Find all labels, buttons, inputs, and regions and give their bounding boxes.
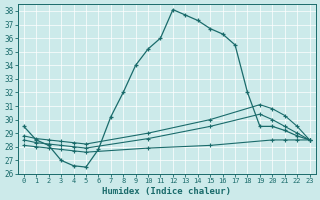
X-axis label: Humidex (Indice chaleur): Humidex (Indice chaleur) (102, 187, 231, 196)
